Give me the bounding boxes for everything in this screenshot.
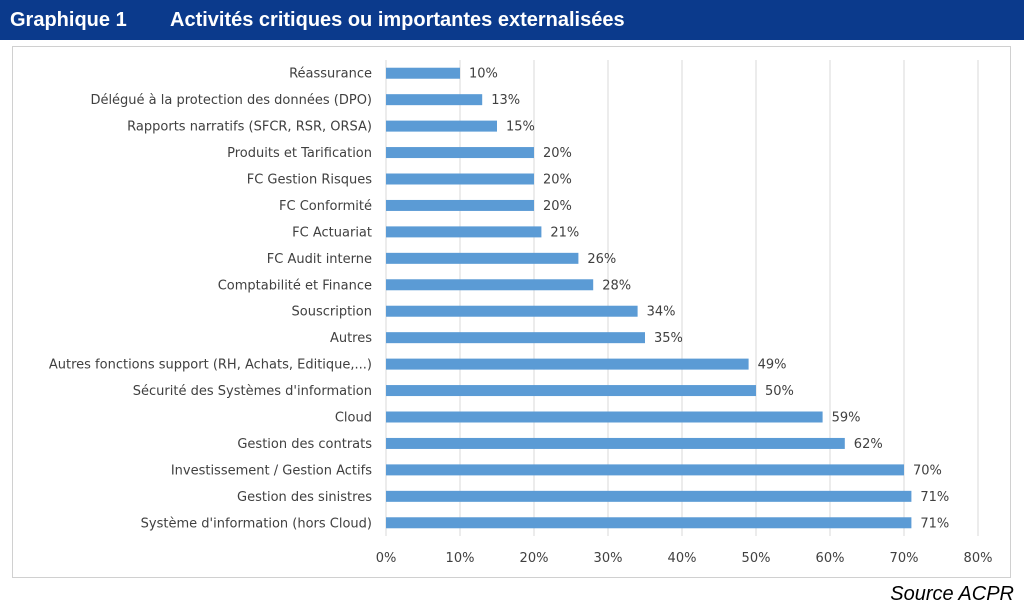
category-label: FC Audit interne <box>267 252 372 267</box>
bar <box>386 67 460 79</box>
data-label: 34% <box>647 305 676 320</box>
category-label: Gestion des sinistres <box>237 490 372 505</box>
data-label: 50% <box>765 384 794 399</box>
bar <box>386 332 645 344</box>
chart-header: Graphique 1 Activités critiques ou impor… <box>0 0 1024 40</box>
bar <box>386 464 904 476</box>
category-label: Rapports narratifs (SFCR, RSR, ORSA) <box>127 120 372 135</box>
bar <box>386 358 749 370</box>
source-note: Source ACPR <box>890 583 1014 605</box>
bar <box>386 173 534 185</box>
bar <box>386 94 483 106</box>
bar <box>386 279 594 291</box>
bar <box>386 199 534 211</box>
data-label: 21% <box>550 225 579 240</box>
category-label: FC Gestion Risques <box>247 173 372 188</box>
x-tick-label: 80% <box>964 551 993 566</box>
data-label: 62% <box>854 437 883 452</box>
chart-frame <box>12 46 1011 578</box>
data-label: 13% <box>491 93 520 108</box>
x-tick-label: 70% <box>890 551 919 566</box>
bar <box>386 252 579 264</box>
bar <box>386 411 823 423</box>
category-label: Souscription <box>292 305 372 320</box>
x-tick-label: 50% <box>742 551 771 566</box>
category-label: FC Actuariat <box>292 225 372 240</box>
x-tick-label: 0% <box>376 551 397 566</box>
bar <box>386 385 756 397</box>
x-tick-label: 40% <box>668 551 697 566</box>
data-label: 71% <box>920 490 949 505</box>
bar <box>386 147 534 159</box>
bar <box>386 517 912 529</box>
category-label: Comptabilité et Finance <box>218 278 372 293</box>
category-label: Réassurance <box>289 67 372 82</box>
data-label: 26% <box>587 252 616 267</box>
bar <box>386 305 638 317</box>
bar <box>386 226 542 238</box>
x-tick-label: 20% <box>520 551 549 566</box>
data-label: 70% <box>913 463 942 478</box>
category-label: Sécurité des Systèmes d'information <box>133 384 372 399</box>
data-label: 49% <box>758 358 787 373</box>
data-label: 20% <box>543 199 572 214</box>
chart-title: Activités critiques ou importantes exter… <box>170 9 625 31</box>
x-tick-label: 10% <box>446 551 475 566</box>
x-tick-label: 60% <box>816 551 845 566</box>
category-label: Produits et Tarification <box>227 146 372 161</box>
data-label: 20% <box>543 146 572 161</box>
data-label: 15% <box>506 120 535 135</box>
category-label: Cloud <box>335 411 372 426</box>
category-label: Investissement / Gestion Actifs <box>171 463 372 478</box>
category-label: FC Conformité <box>279 199 372 214</box>
category-label: Autres <box>330 331 372 346</box>
bar <box>386 437 845 449</box>
category-label: Autres fonctions support (RH, Achats, Ed… <box>49 358 372 373</box>
data-label: 20% <box>543 173 572 188</box>
bar <box>386 120 497 132</box>
data-label: 28% <box>602 278 631 293</box>
category-label: Gestion des contrats <box>237 437 372 452</box>
category-label: Délégué à la protection des données (DPO… <box>90 93 372 108</box>
chart-number: Graphique 1 <box>10 9 127 31</box>
data-label: 10% <box>469 67 498 82</box>
bar <box>386 490 912 502</box>
x-tick-label: 30% <box>594 551 623 566</box>
data-label: 59% <box>832 411 861 426</box>
category-label: Système d'information (hors Cloud) <box>141 516 372 531</box>
data-label: 35% <box>654 331 683 346</box>
data-label: 71% <box>920 516 949 531</box>
